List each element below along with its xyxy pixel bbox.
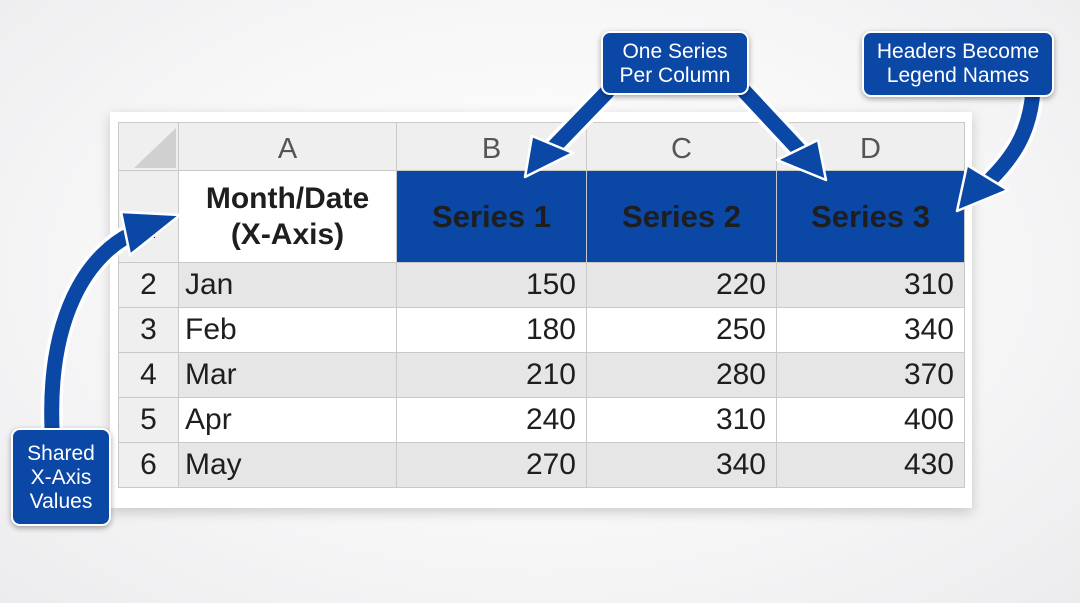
series-2-header-cell[interactable]: Series 2	[586, 170, 777, 263]
x-axis-header-line1: Month/Date	[205, 181, 370, 215]
callout-line: Values	[29, 490, 93, 513]
callout-headers-become-legend: Headers Become Legend Names	[862, 31, 1054, 97]
value-cell[interactable]: 400	[776, 397, 965, 443]
value-cell[interactable]: 250	[586, 307, 777, 353]
month-cell[interactable]: Jan	[178, 262, 397, 308]
value-cell[interactable]: 220	[586, 262, 777, 308]
select-all-triangle-icon	[134, 128, 176, 168]
value-cell[interactable]: 310	[776, 262, 965, 308]
value-cell[interactable]: 370	[776, 352, 965, 398]
series-1-header-cell[interactable]: Series 1	[396, 170, 587, 263]
callout-line: Per Column	[619, 64, 731, 87]
table-row: 5 Apr 240 310 400	[118, 397, 965, 443]
table-row: 4 Mar 210 280 370	[118, 352, 965, 398]
month-cell[interactable]: May	[178, 442, 397, 488]
column-header-a[interactable]: A	[178, 122, 397, 171]
x-axis-header-line2: (X-Axis)	[230, 217, 345, 251]
header-data-row: 1 Month/Date (X-Axis) Series 1 Series 2 …	[118, 170, 965, 263]
value-cell[interactable]: 310	[586, 397, 777, 443]
series-3-header-cell[interactable]: Series 3	[776, 170, 965, 263]
month-cell[interactable]: Mar	[178, 352, 397, 398]
value-cell[interactable]: 340	[586, 442, 777, 488]
table-row: 3 Feb 180 250 340	[118, 307, 965, 353]
x-axis-header-cell[interactable]: Month/Date (X-Axis)	[178, 170, 397, 263]
arrow-shaft-outline	[979, 79, 1044, 191]
column-header-d[interactable]: D	[776, 122, 965, 171]
callout-shared-x-axis: Shared X-Axis Values	[11, 428, 111, 526]
value-cell[interactable]: 430	[776, 442, 965, 488]
value-cell[interactable]: 210	[396, 352, 587, 398]
row-header-1[interactable]: 1	[118, 170, 179, 263]
value-cell[interactable]: 280	[586, 352, 777, 398]
row-header-2[interactable]: 2	[118, 262, 179, 308]
value-cell[interactable]: 180	[396, 307, 587, 353]
row-header-4[interactable]: 4	[118, 352, 179, 398]
value-cell[interactable]: 340	[776, 307, 965, 353]
row-header-3[interactable]: 3	[118, 307, 179, 353]
column-header-c[interactable]: C	[586, 122, 777, 171]
select-all-corner[interactable]	[118, 122, 179, 171]
callout-line: X-Axis	[30, 466, 92, 489]
column-header-row: A B C D	[118, 122, 965, 171]
column-header-b[interactable]: B	[396, 122, 587, 171]
callout-line: One Series	[622, 40, 728, 63]
table-row: 6 May 270 340 430	[118, 442, 965, 488]
table-row: 2 Jan 150 220 310	[118, 262, 965, 308]
value-cell[interactable]: 240	[396, 397, 587, 443]
callout-line: Headers Become	[876, 40, 1040, 63]
value-cell[interactable]: 150	[396, 262, 587, 308]
month-cell[interactable]: Feb	[178, 307, 397, 353]
row-header-5[interactable]: 5	[118, 397, 179, 443]
callout-line: Legend Names	[886, 64, 1030, 87]
callout-one-series-per-column: One Series Per Column	[601, 31, 749, 95]
row-header-6[interactable]: 6	[118, 442, 179, 488]
callout-line: Shared	[27, 442, 95, 465]
arrow-to-series-3-header	[982, 82, 1041, 188]
month-cell[interactable]: Apr	[178, 397, 397, 443]
spreadsheet-grid: A B C D 1 Month/Date (X-Axis) Series 1 S…	[118, 122, 965, 488]
value-cell[interactable]: 270	[396, 442, 587, 488]
